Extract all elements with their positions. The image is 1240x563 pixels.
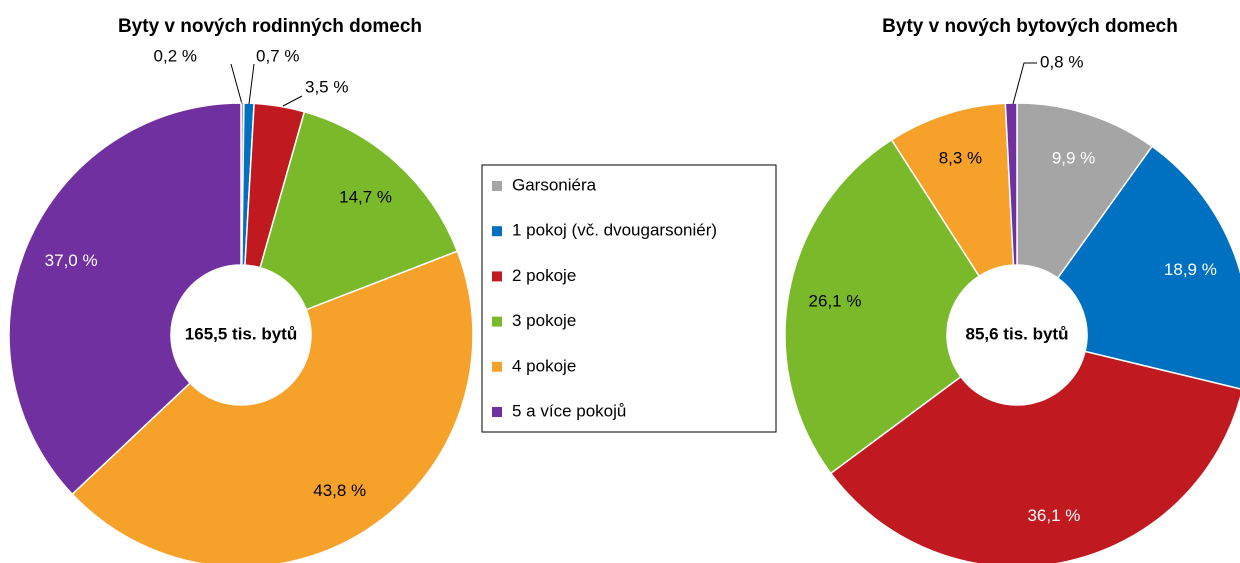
pie-slice bbox=[829, 350, 1240, 563]
legend-label: 3 pokoje bbox=[512, 311, 576, 330]
pie-slice bbox=[71, 250, 474, 563]
data-label: 0,2 % bbox=[154, 46, 197, 65]
center-label: 85,6 tis. bytů bbox=[966, 324, 1069, 343]
legend-label: 1 pokoj (vč. dvougarsoniér) bbox=[512, 221, 717, 240]
pie-slice bbox=[1016, 102, 1154, 280]
pie-slice bbox=[1056, 145, 1240, 390]
pie-slice bbox=[784, 138, 981, 475]
chart-title: Byty v nových bytových domech bbox=[882, 16, 1178, 37]
legend-label: Garsoniéra bbox=[512, 175, 597, 194]
leader-line bbox=[282, 95, 303, 107]
data-label: 3,5 % bbox=[305, 77, 348, 96]
center-label: 165,5 tis. bytů bbox=[185, 324, 297, 343]
legend-swatch bbox=[492, 271, 502, 282]
data-label: 9,9 % bbox=[1052, 148, 1095, 167]
legend-swatch bbox=[492, 226, 502, 237]
data-label: 43,8 % bbox=[313, 481, 366, 500]
legend-label: 2 pokoje bbox=[512, 266, 576, 285]
pie-slice bbox=[8, 102, 242, 496]
leader-line bbox=[248, 63, 255, 105]
data-label: 26,1 % bbox=[809, 291, 862, 310]
legend-swatch bbox=[492, 316, 502, 327]
data-label: 14,7 % bbox=[339, 188, 392, 207]
legend-label: 4 pokoje bbox=[512, 356, 576, 375]
data-label: 37,0 % bbox=[45, 251, 98, 270]
legend-label: 5 a více pokojů bbox=[512, 401, 626, 420]
chart-title: Byty v nových rodinných domech bbox=[118, 16, 422, 37]
legend-swatch bbox=[492, 181, 502, 191]
data-label: 36,1 % bbox=[1027, 506, 1080, 525]
data-label: 0,8 % bbox=[1040, 52, 1083, 71]
pie-slice bbox=[259, 110, 459, 311]
legend-box bbox=[481, 164, 777, 433]
leader-line bbox=[230, 63, 243, 105]
legend-swatch bbox=[492, 407, 502, 417]
data-label: 18,9 % bbox=[1164, 260, 1217, 279]
leader-line bbox=[1012, 62, 1037, 105]
legend-swatch bbox=[492, 361, 502, 372]
data-label: 0,7 % bbox=[256, 46, 299, 65]
data-label: 8,3 % bbox=[939, 148, 982, 167]
pie-slice bbox=[1004, 102, 1018, 266]
